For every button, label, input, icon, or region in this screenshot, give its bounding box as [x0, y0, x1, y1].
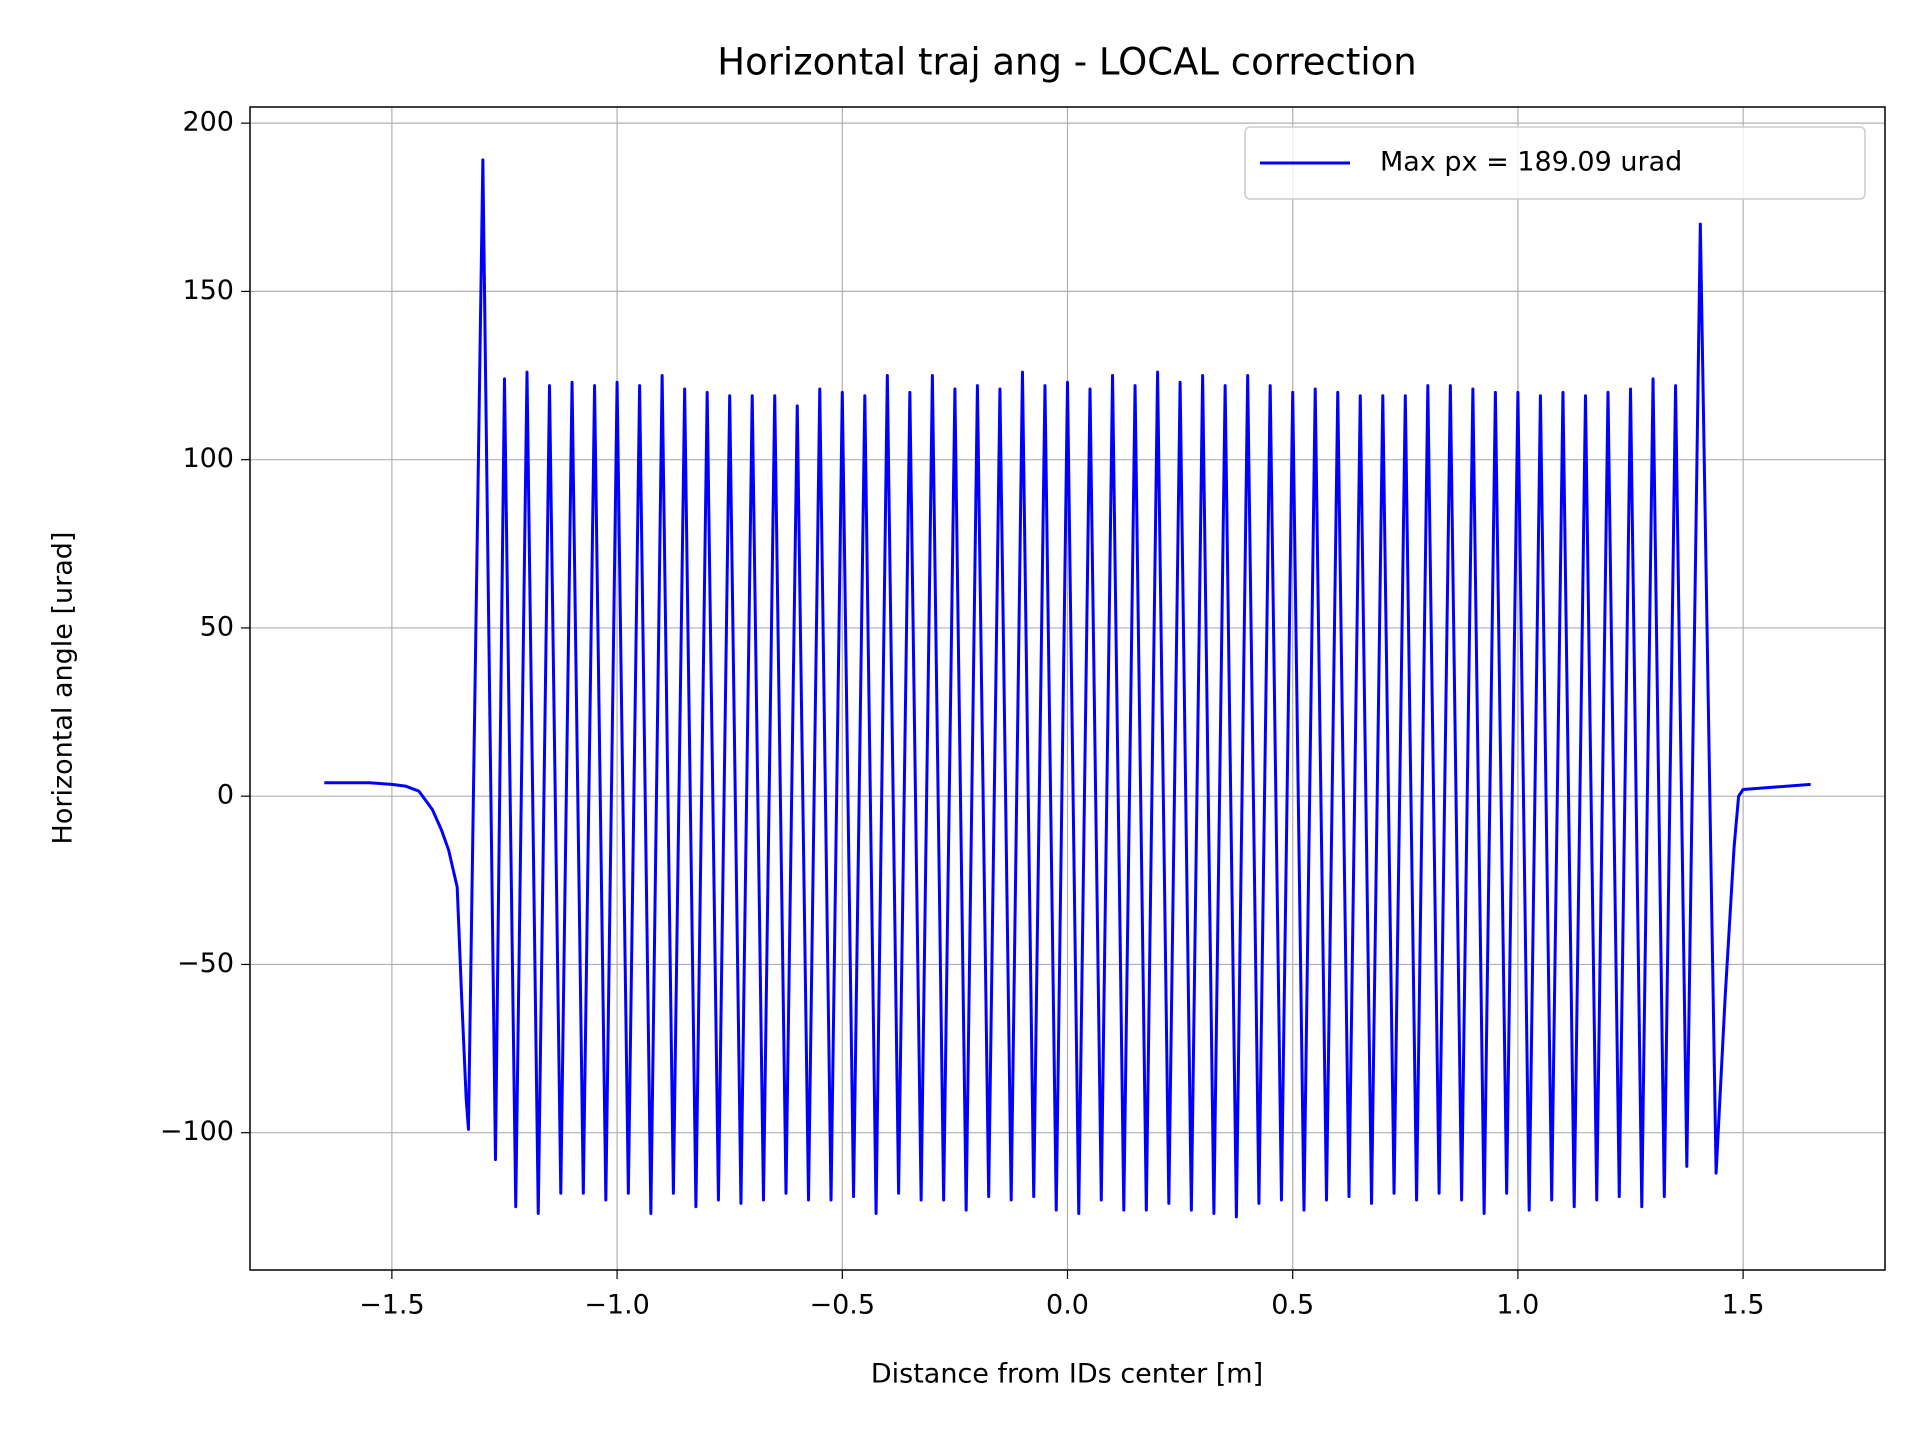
- y-tick-label: 50: [200, 611, 234, 642]
- data-line: [324, 158, 1811, 1219]
- x-tick-label: 1.5: [1722, 1290, 1765, 1321]
- plot-frame: [249, 106, 1886, 1271]
- y-tick-label: −50: [177, 948, 234, 979]
- x-tick-label: −1.0: [584, 1290, 650, 1321]
- x-tick-label: 0.0: [1046, 1290, 1089, 1321]
- y-axis-label: Horizontal angle [urad]: [48, 532, 79, 845]
- y-tick-label: 200: [182, 107, 234, 138]
- x-axis-label: Distance from IDs center [m]: [871, 1359, 1263, 1390]
- x-tick-label: 1.0: [1496, 1290, 1539, 1321]
- y-tick-label: −100: [160, 1116, 234, 1147]
- x-tick-label: 0.5: [1271, 1290, 1314, 1321]
- legend-box: [1244, 126, 1866, 200]
- x-tick-label: −1.5: [359, 1290, 425, 1321]
- x-tick-label: −0.5: [810, 1290, 876, 1321]
- y-tick-label: 100: [182, 443, 234, 474]
- y-tick-label: 0: [217, 780, 234, 811]
- chart-title: Horizontal traj ang - LOCAL correction: [717, 41, 1416, 84]
- y-tick-label: 150: [182, 275, 234, 306]
- legend-label: Max px = 189.09 urad: [1380, 147, 1682, 178]
